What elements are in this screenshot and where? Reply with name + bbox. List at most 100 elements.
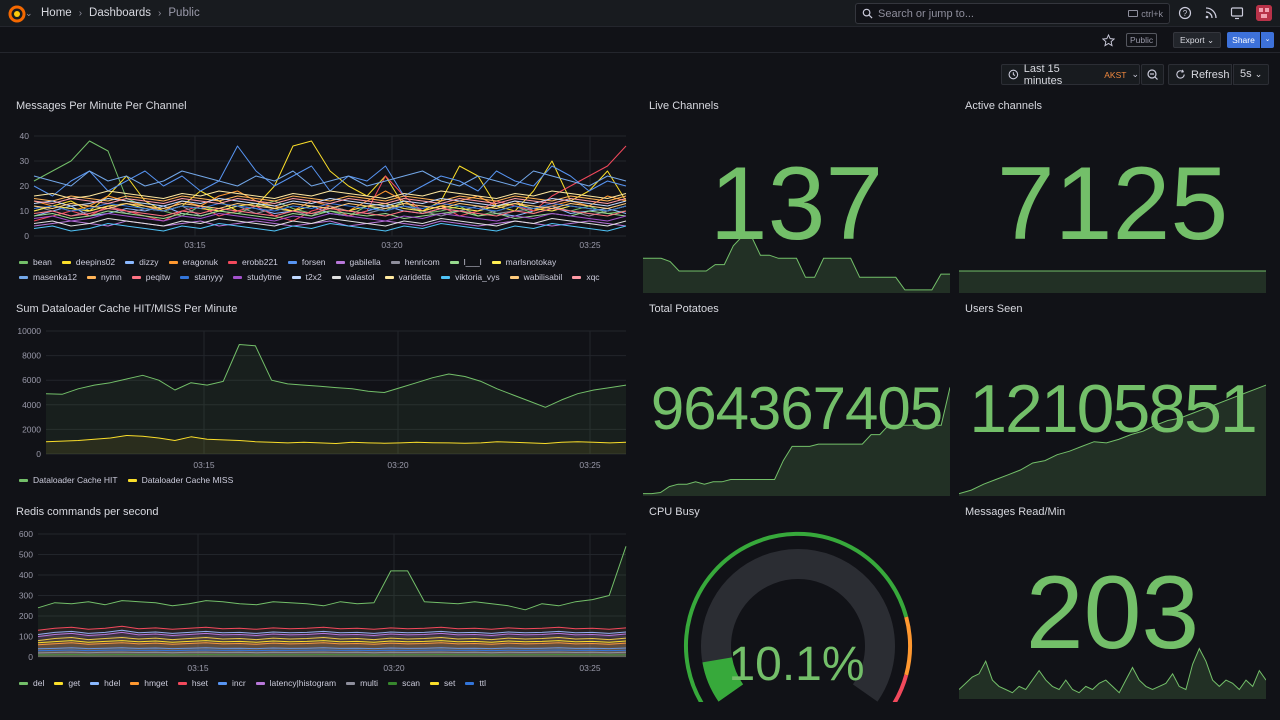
panel-active-channels[interactable]: Active channels 7125 [959, 100, 1266, 293]
search-input[interactable]: Search or jump to... ctrl+k [855, 3, 1170, 24]
series-line [37, 629, 627, 635]
legend-item[interactable]: valastol [331, 272, 375, 282]
x-tick-label: 03:20 [387, 460, 409, 470]
y-tick-label: 0 [28, 652, 33, 662]
legend-swatch [86, 275, 96, 279]
sparkline-line [959, 647, 1266, 694]
panel-redis-commands[interactable]: Redis commands per second [16, 506, 628, 696]
breadcrumb-home[interactable]: Home [41, 7, 72, 19]
legend-item[interactable]: deepins02 [61, 257, 116, 267]
rss-icon[interactable] [1204, 6, 1218, 20]
legend-item[interactable]: peqitw [131, 272, 171, 282]
legend-item[interactable]: set [430, 678, 455, 688]
series-area [38, 546, 626, 657]
legend-item[interactable]: viktoria_vys [441, 272, 500, 282]
legend-item[interactable]: Dataloader Cache HIT [19, 475, 118, 485]
legend-item[interactable]: l___l [449, 257, 482, 267]
panel-messages-per-minute[interactable]: Messages Per Minute Per Channel [16, 100, 628, 290]
time-range-picker[interactable]: Last 15 minutes AKST ⌄ [1001, 63, 1140, 87]
gauge [683, 531, 912, 702]
legend-item[interactable]: forsen [287, 257, 326, 267]
legend-swatch [127, 478, 137, 482]
legend-label: deepins02 [75, 257, 116, 267]
legend-item[interactable]: masenka12 [19, 272, 77, 282]
legend-item[interactable]: gabilella [335, 257, 381, 267]
panel-users-seen[interactable]: Users Seen 12105851 [959, 303, 1266, 496]
legend-swatch [384, 275, 394, 279]
public-badge: Public [1126, 33, 1158, 47]
legend-item[interactable]: eragonuk [168, 257, 218, 267]
x-tick-label: 03:25 [579, 460, 601, 470]
legend-item[interactable]: get [54, 678, 80, 688]
legend-item[interactable]: varidetta [384, 272, 431, 282]
stat-value: 137 [709, 146, 884, 262]
series-line [33, 223, 627, 232]
legend-item[interactable]: latency|histogram [255, 678, 336, 688]
legend-item[interactable]: hmget [130, 678, 168, 688]
avatar[interactable] [1256, 5, 1272, 21]
legend-item[interactable]: del [19, 678, 44, 688]
zoom-out-button[interactable] [1141, 64, 1164, 85]
panel-messages-read[interactable]: Messages Read/Min 203 [959, 506, 1266, 699]
zoom-out-icon [1147, 69, 1158, 80]
panel-live-channels[interactable]: Live Channels 137 [643, 100, 950, 293]
y-tick-label: 10 [20, 206, 30, 216]
chart-legend: Dataloader Cache HIT Dataloader Cache MIS… [19, 475, 619, 485]
series-line [37, 625, 627, 631]
chevron-down-icon[interactable]: ⌄ [25, 8, 33, 18]
monitor-icon[interactable] [1230, 6, 1244, 20]
legend-swatch [509, 275, 519, 279]
legend-label: studytme [247, 272, 282, 282]
export-button[interactable]: Export ⌄ [1173, 32, 1222, 48]
panel-cpu-busy[interactable]: CPU Busy 10.1% [643, 506, 950, 702]
legend-item[interactable]: hdel [90, 678, 120, 688]
legend-item[interactable]: marlsnotokay [491, 257, 556, 267]
legend-item[interactable]: wabilisabil [509, 272, 562, 282]
panel-total-potatoes[interactable]: Total Potatoes 964367405 [643, 303, 950, 496]
legend-item[interactable]: incr [217, 678, 246, 688]
refresh-icon [1176, 69, 1185, 79]
panel-title: Messages Read/Min [965, 506, 1066, 518]
legend-item[interactable]: bean [19, 257, 52, 267]
legend-label: peqitw [145, 272, 171, 282]
refresh-interval-picker[interactable]: 5s ⌄ [1233, 64, 1269, 85]
legend-label: hset [191, 678, 208, 688]
legend-swatch [572, 275, 582, 279]
legend-item[interactable]: scan [388, 678, 420, 688]
legend-swatch [465, 681, 475, 685]
legend-item[interactable]: henricom [390, 257, 440, 267]
stat-value: 964367405 [650, 375, 943, 442]
panel-title: Active channels [965, 100, 1043, 112]
legend-item[interactable]: studytme [233, 272, 282, 282]
grafana-logo-icon[interactable] [8, 5, 26, 23]
legend-item[interactable]: ttl [465, 678, 486, 688]
legend-swatch [331, 275, 341, 279]
legend-item[interactable]: t2x2 [291, 272, 322, 282]
legend-item[interactable]: multi [346, 678, 378, 688]
legend-item[interactable]: nymn [86, 272, 122, 282]
legend-item[interactable]: Dataloader Cache MISS [127, 475, 233, 485]
legend-swatch [19, 478, 28, 482]
legend-swatch [19, 260, 28, 264]
legend-item[interactable]: stanyyy [180, 272, 223, 282]
series-area [46, 344, 626, 454]
share-dropdown-button[interactable]: ⌄ [1261, 32, 1274, 48]
legend-item[interactable]: xqc [572, 272, 600, 282]
refresh-button[interactable]: Refresh [1168, 64, 1232, 85]
x-tick-label: 03:15 [184, 240, 206, 250]
legend-item[interactable]: dizzy [125, 257, 159, 267]
legend-item[interactable]: hset [177, 678, 208, 688]
legend-label: erobb221 [241, 257, 278, 267]
sparkline-line [643, 387, 950, 495]
star-icon[interactable] [1102, 34, 1115, 47]
legend-label: nymn [100, 272, 122, 282]
legend-label: forsen [301, 257, 326, 267]
share-button[interactable]: Share [1227, 32, 1260, 48]
panel-dataloader-cache[interactable]: Sum Dataloader Cache HIT/MISS Per Minute [16, 303, 628, 493]
y-tick-label: 40 [20, 131, 30, 141]
legend-label: l___l [463, 257, 482, 267]
legend-item[interactable]: erobb221 [227, 257, 278, 267]
legend-swatch [130, 681, 140, 685]
breadcrumb-dashboards[interactable]: Dashboards [89, 7, 152, 19]
help-icon[interactable]: ? [1178, 6, 1192, 20]
